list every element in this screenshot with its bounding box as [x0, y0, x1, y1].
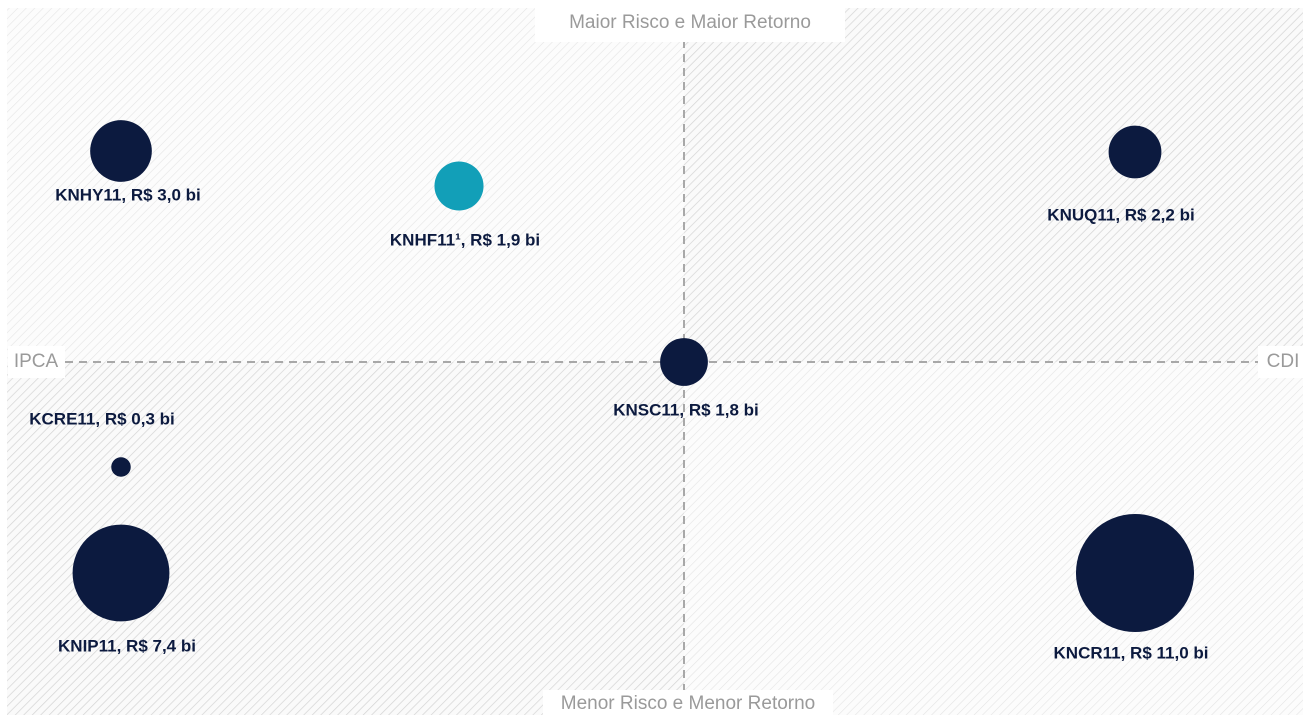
bubble [90, 120, 152, 182]
label-bg [8, 346, 65, 378]
quadrant-label: Menor Risco e Menor Retorno [561, 693, 816, 714]
quadrant-bg [684, 8, 1303, 362]
label-bg [535, 6, 845, 42]
bubble [1075, 513, 1195, 633]
bubble [111, 457, 131, 477]
bubble [660, 338, 708, 386]
bubble-label: KNHF11¹, R$ 1,9 bi [390, 230, 540, 249]
bubble-label: KNSC11, R$ 1,8 bi [613, 400, 759, 419]
quadrant-label: Maior Risco e Maior Retorno [569, 12, 811, 33]
bubble-label: KNIP11, R$ 7,4 bi [58, 636, 196, 655]
bubble [434, 161, 484, 211]
quadrant-label: IPCA [14, 351, 59, 372]
quadrant-label: CDI [1267, 351, 1300, 372]
label-bg [543, 690, 833, 715]
bubble-label: KCRE11, R$ 0,3 bi [29, 409, 175, 428]
quadrant-bg [7, 8, 684, 362]
label-bg [1258, 346, 1308, 378]
bubble-label: KNHY11, R$ 3,0 bi [55, 185, 201, 204]
bubble [72, 524, 170, 622]
bubble [1108, 125, 1162, 179]
bubble-label: KNCR11, R$ 11,0 bi [1054, 643, 1209, 662]
bubble-label: KNUQ11, R$ 2,2 bi [1047, 205, 1194, 224]
quadrant-bg [684, 362, 1303, 715]
